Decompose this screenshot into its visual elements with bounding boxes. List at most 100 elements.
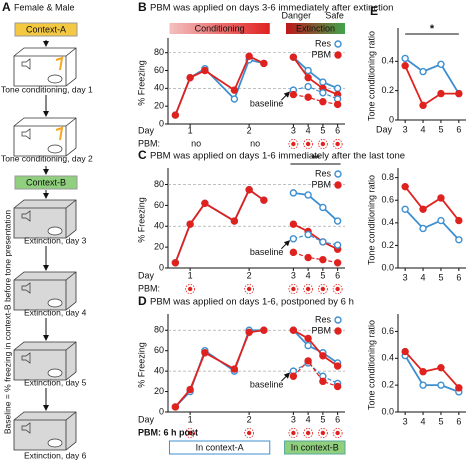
- data-point: [230, 365, 239, 373]
- data-point: [333, 241, 342, 249]
- band-sub-label: Danger: [282, 10, 312, 20]
- legend-label: Res: [315, 38, 332, 48]
- x-tick-label: 5: [320, 414, 325, 424]
- data-point: [186, 73, 194, 82]
- data-point: [304, 73, 312, 82]
- data-point: [186, 385, 194, 394]
- cage: [13, 117, 77, 157]
- pbm-icon-ring: [185, 428, 196, 438]
- context-box: [14, 175, 78, 190]
- data-point: [289, 326, 298, 334]
- x-tick-label: 4: [421, 416, 426, 426]
- y-tick-label: 20: [154, 386, 164, 396]
- data-point: [437, 194, 445, 202]
- data-point: [333, 382, 342, 391]
- x-tick-label: 6: [456, 416, 461, 426]
- x-tick-label: 1: [188, 270, 193, 280]
- data-point: [401, 182, 409, 191]
- series-line: [292, 329, 339, 367]
- data-point: [230, 95, 239, 103]
- y-axis-label: % Freezing: [136, 342, 146, 388]
- y-tick-label: 20: [154, 101, 164, 111]
- step-caption: Extinction, day 5: [24, 377, 87, 387]
- series-line: [293, 93, 338, 105]
- cage-edge: [14, 117, 77, 156]
- data-point: [401, 205, 409, 213]
- significance: **: [311, 153, 320, 165]
- x-tick-label: 4: [306, 270, 311, 280]
- x-tick-label: 4: [421, 124, 426, 134]
- y-axis-label: Tone conditioning ratio: [366, 175, 376, 265]
- step-caption: Extinction, day 3: [24, 235, 87, 245]
- pbm-icon-ring: [332, 284, 343, 294]
- y-tick-label: 0.6: [381, 326, 394, 336]
- y-tick-label: 0: [389, 114, 394, 124]
- y-tick-label: 40: [154, 366, 164, 376]
- legend-label: PBM: [311, 49, 331, 59]
- data-point: [333, 362, 342, 370]
- pbm-icon: [187, 430, 193, 436]
- pbm-icon-ring: [317, 139, 328, 149]
- shock: [55, 56, 64, 71]
- x-tick-label: 2: [247, 125, 252, 135]
- x-axis-label: Day: [138, 270, 155, 280]
- series-line: [404, 208, 460, 241]
- pbm-note: no: [250, 138, 260, 148]
- y-tick-label: 0.2: [381, 380, 394, 390]
- cage: [13, 271, 77, 311]
- data-point: [455, 384, 463, 392]
- x-tick-label: 2: [247, 414, 252, 424]
- data-point: [319, 238, 327, 246]
- data-point: [304, 66, 312, 75]
- x-tick-label: 3: [291, 125, 296, 135]
- pbm-label: PBM:: [138, 283, 160, 293]
- data-point: [419, 368, 427, 376]
- data-point: [437, 363, 445, 372]
- pbm-icon: [291, 141, 296, 147]
- data-point: [437, 216, 445, 225]
- pbm-icon: [320, 286, 326, 292]
- mouse: [47, 74, 63, 84]
- data-point: [437, 60, 445, 68]
- baseline-label: baseline: [250, 99, 284, 109]
- data-point: [201, 199, 209, 208]
- legend-marker: [334, 181, 342, 189]
- pbm-icon-ring: [332, 428, 343, 438]
- band-sub-label: Safe: [325, 10, 344, 20]
- panel-letter: E: [370, 4, 378, 18]
- y-tick-label: 40: [154, 221, 164, 231]
- y-tick-label: 0.4: [381, 217, 394, 227]
- data-point: [289, 220, 298, 228]
- panel-letter: B: [138, 0, 147, 14]
- pbm-icon-ring: [317, 428, 328, 438]
- pbm-icon: [246, 286, 252, 292]
- pbm-icon-ring: [288, 139, 299, 149]
- shock: [55, 126, 64, 141]
- y-axis-label: % Freezing: [136, 60, 146, 106]
- data-point: [437, 89, 445, 98]
- speaker: [21, 210, 31, 222]
- data-point: [333, 217, 342, 225]
- data-point: [319, 352, 327, 360]
- series-line: [404, 350, 460, 389]
- data-point: [401, 347, 409, 356]
- pbm-icon: [320, 141, 326, 147]
- data-point: [201, 349, 209, 357]
- speaker: [21, 422, 31, 434]
- y-tick-label: 0: [159, 118, 164, 128]
- legend-marker: [334, 316, 342, 324]
- step-caption: Tone conditioning, day 2: [1, 153, 93, 163]
- series-line: [292, 56, 338, 90]
- data-point: [260, 196, 268, 204]
- data-point: [304, 357, 312, 365]
- mouse: [47, 144, 63, 154]
- x-tick-label: 2: [247, 270, 252, 280]
- data-point: [186, 220, 194, 228]
- step-caption: Extinction, day 4: [24, 307, 87, 317]
- x-tick-label: 3: [403, 124, 408, 134]
- context-label: Context-A: [26, 24, 66, 34]
- data-point: [260, 326, 268, 334]
- band-label: Conditioning: [195, 23, 245, 33]
- data-point: [319, 377, 327, 386]
